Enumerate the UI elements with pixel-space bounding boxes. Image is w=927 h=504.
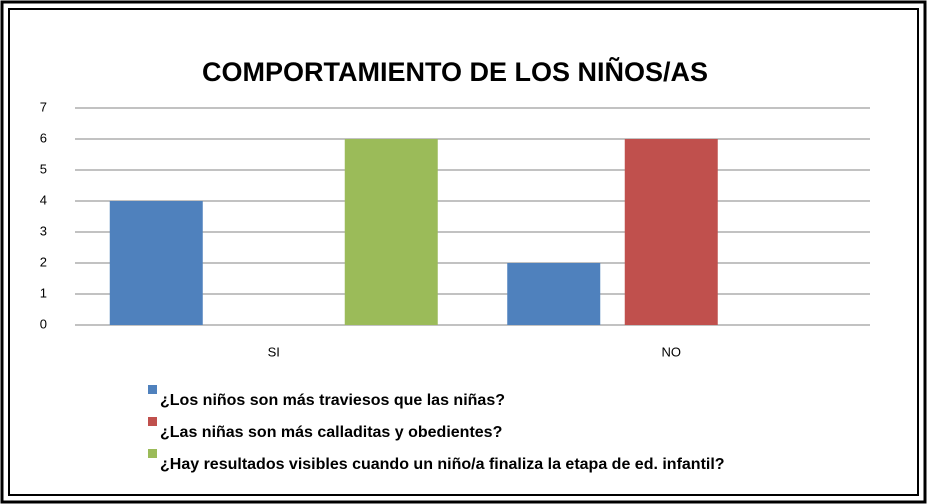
bar — [109, 201, 203, 325]
legend-swatch — [148, 449, 157, 458]
y-tick-label: 4 — [40, 192, 47, 207]
y-tick-label: 2 — [40, 254, 47, 269]
y-tick-label: 3 — [40, 223, 47, 238]
y-tick-label: 0 — [40, 316, 47, 331]
bar — [624, 139, 718, 325]
y-tick-label: 5 — [40, 161, 47, 176]
bar — [507, 263, 601, 325]
y-tick-label: 7 — [40, 99, 47, 114]
x-tick-label: NO — [662, 344, 682, 359]
y-tick-label: 6 — [40, 130, 47, 145]
inner-border — [8, 8, 919, 496]
legend-swatch — [148, 417, 157, 426]
x-tick-label: SI — [268, 344, 280, 359]
legend-label: ¿Las niñas son más calladitas y obedient… — [160, 424, 502, 441]
bar — [344, 139, 438, 325]
y-tick-label: 1 — [40, 285, 47, 300]
legend-label: ¿Hay resultados visibles cuando un niño/… — [160, 456, 725, 473]
legend-label: ¿Los niños son más traviesos que las niñ… — [160, 392, 505, 409]
chart-title: COMPORTAMIENTO DE LOS NIÑOS/AS — [202, 56, 708, 87]
legend-swatch — [148, 385, 157, 394]
